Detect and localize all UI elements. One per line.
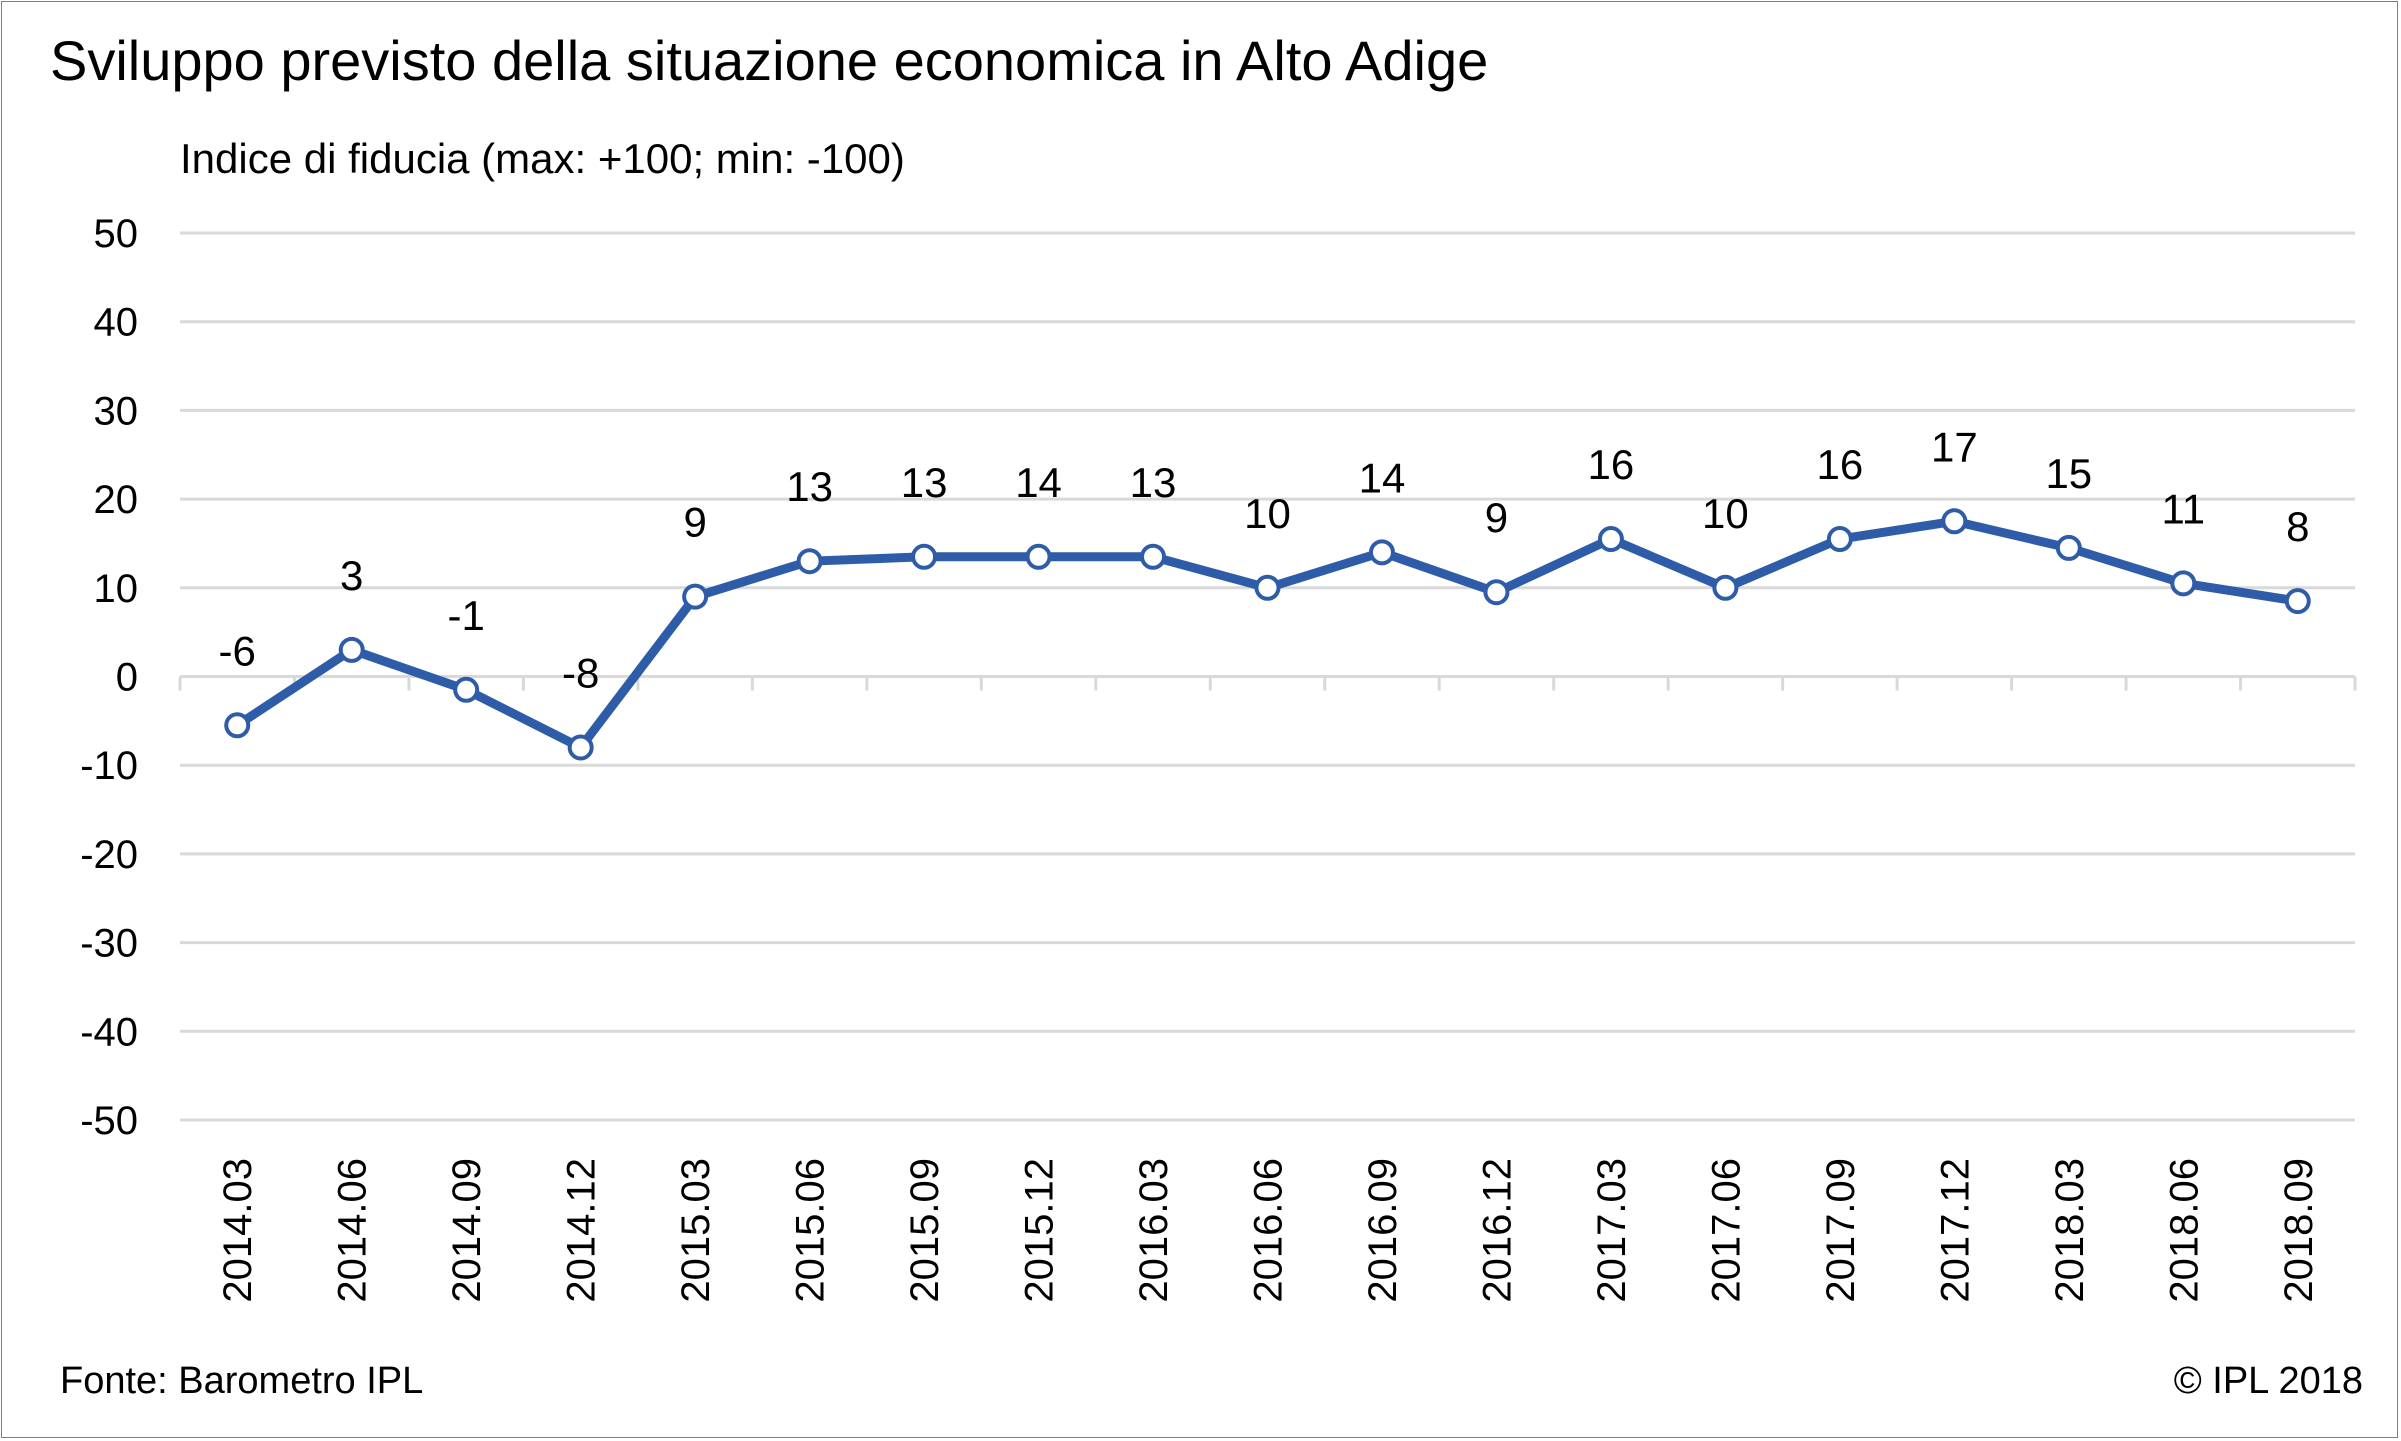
data-point <box>567 734 594 761</box>
data-label: 10 <box>1702 490 1749 537</box>
data-point <box>2284 588 2311 615</box>
data-label: 8 <box>2286 503 2309 550</box>
x-tick-label: 2017.12 <box>1933 1158 1977 1303</box>
data-point <box>453 676 480 703</box>
y-tick-label: 10 <box>94 567 139 611</box>
x-tick-label: 2016.09 <box>1361 1158 1405 1303</box>
y-tick-label: -20 <box>80 833 138 877</box>
x-tick-label: 2016.06 <box>1247 1158 1291 1303</box>
data-point <box>682 583 709 610</box>
y-tick-label: 40 <box>94 301 139 345</box>
data-point <box>1712 574 1739 601</box>
x-tick-label: 2014.12 <box>560 1158 604 1303</box>
x-tick-label: 2017.03 <box>1590 1158 1634 1303</box>
data-label: -1 <box>448 592 485 639</box>
data-point <box>1826 526 1853 553</box>
data-label: 16 <box>1817 441 1864 488</box>
y-tick-label: -30 <box>80 922 138 966</box>
y-tick-label: 50 <box>94 212 139 256</box>
data-label: -6 <box>219 627 256 674</box>
x-tick-label: 2018.03 <box>2048 1158 2092 1303</box>
data-label: 13 <box>786 463 833 510</box>
data-point <box>338 636 365 663</box>
data-point <box>2170 570 2197 597</box>
data-label: 16 <box>1588 441 1635 488</box>
data-point <box>224 712 251 739</box>
x-tick-label: 2016.12 <box>1475 1158 1519 1303</box>
data-label: 9 <box>1485 494 1508 541</box>
x-tick-label: 2018.09 <box>2277 1158 2321 1303</box>
x-tick-label: 2015.03 <box>674 1158 718 1303</box>
x-tick-label: 2014.09 <box>445 1158 489 1303</box>
data-label: 13 <box>901 459 948 506</box>
x-tick-label: 2014.06 <box>331 1158 375 1303</box>
data-point <box>1025 543 1052 570</box>
data-label: 3 <box>340 552 363 599</box>
x-tick-label: 2017.06 <box>1704 1158 1748 1303</box>
data-point <box>1941 508 1968 535</box>
x-tick-label: 2015.12 <box>1018 1158 1062 1303</box>
x-tick-label: 2014.03 <box>216 1158 260 1303</box>
x-tick-label: 2015.06 <box>789 1158 833 1303</box>
y-tick-label: 0 <box>116 656 138 700</box>
data-label: 15 <box>2045 450 2092 497</box>
chart-title: Sviluppo previsto della situazione econo… <box>50 29 1489 92</box>
data-point <box>1254 574 1281 601</box>
series-line <box>234 516 2299 752</box>
data-label: 17 <box>1931 423 1978 470</box>
data-label: 10 <box>1244 490 1291 537</box>
data-label: 9 <box>683 499 706 546</box>
source-note: Fonte: Barometro IPL <box>60 1360 424 1402</box>
data-label: 14 <box>1359 454 1406 501</box>
y-tick-label: 20 <box>94 478 139 522</box>
data-point <box>911 543 938 570</box>
data-point <box>796 548 823 575</box>
y-axis-label: Indice di fiducia (max: +100; min: -100) <box>180 135 905 182</box>
data-point <box>2055 534 2082 561</box>
x-tick-label: 2018.06 <box>2162 1158 2206 1303</box>
data-point <box>1140 543 1167 570</box>
data-label: 11 <box>2161 485 2205 532</box>
y-tick-label: 30 <box>94 389 139 433</box>
y-tick-label: -50 <box>80 1099 138 1143</box>
x-tick-label: 2016.03 <box>1132 1158 1176 1303</box>
data-label: 13 <box>1130 459 1177 506</box>
x-tick-label: 2015.09 <box>903 1158 947 1303</box>
data-point <box>1597 526 1624 553</box>
y-tick-label: -40 <box>80 1010 138 1054</box>
x-tick-label: 2017.09 <box>1819 1158 1863 1303</box>
data-label: -8 <box>562 649 599 696</box>
data-label: 14 <box>1015 459 1062 506</box>
data-point <box>1483 579 1510 606</box>
data-point <box>1368 539 1395 566</box>
copyright-note: © IPL 2018 <box>2173 1360 2363 1402</box>
y-tick-label: -10 <box>80 744 138 788</box>
